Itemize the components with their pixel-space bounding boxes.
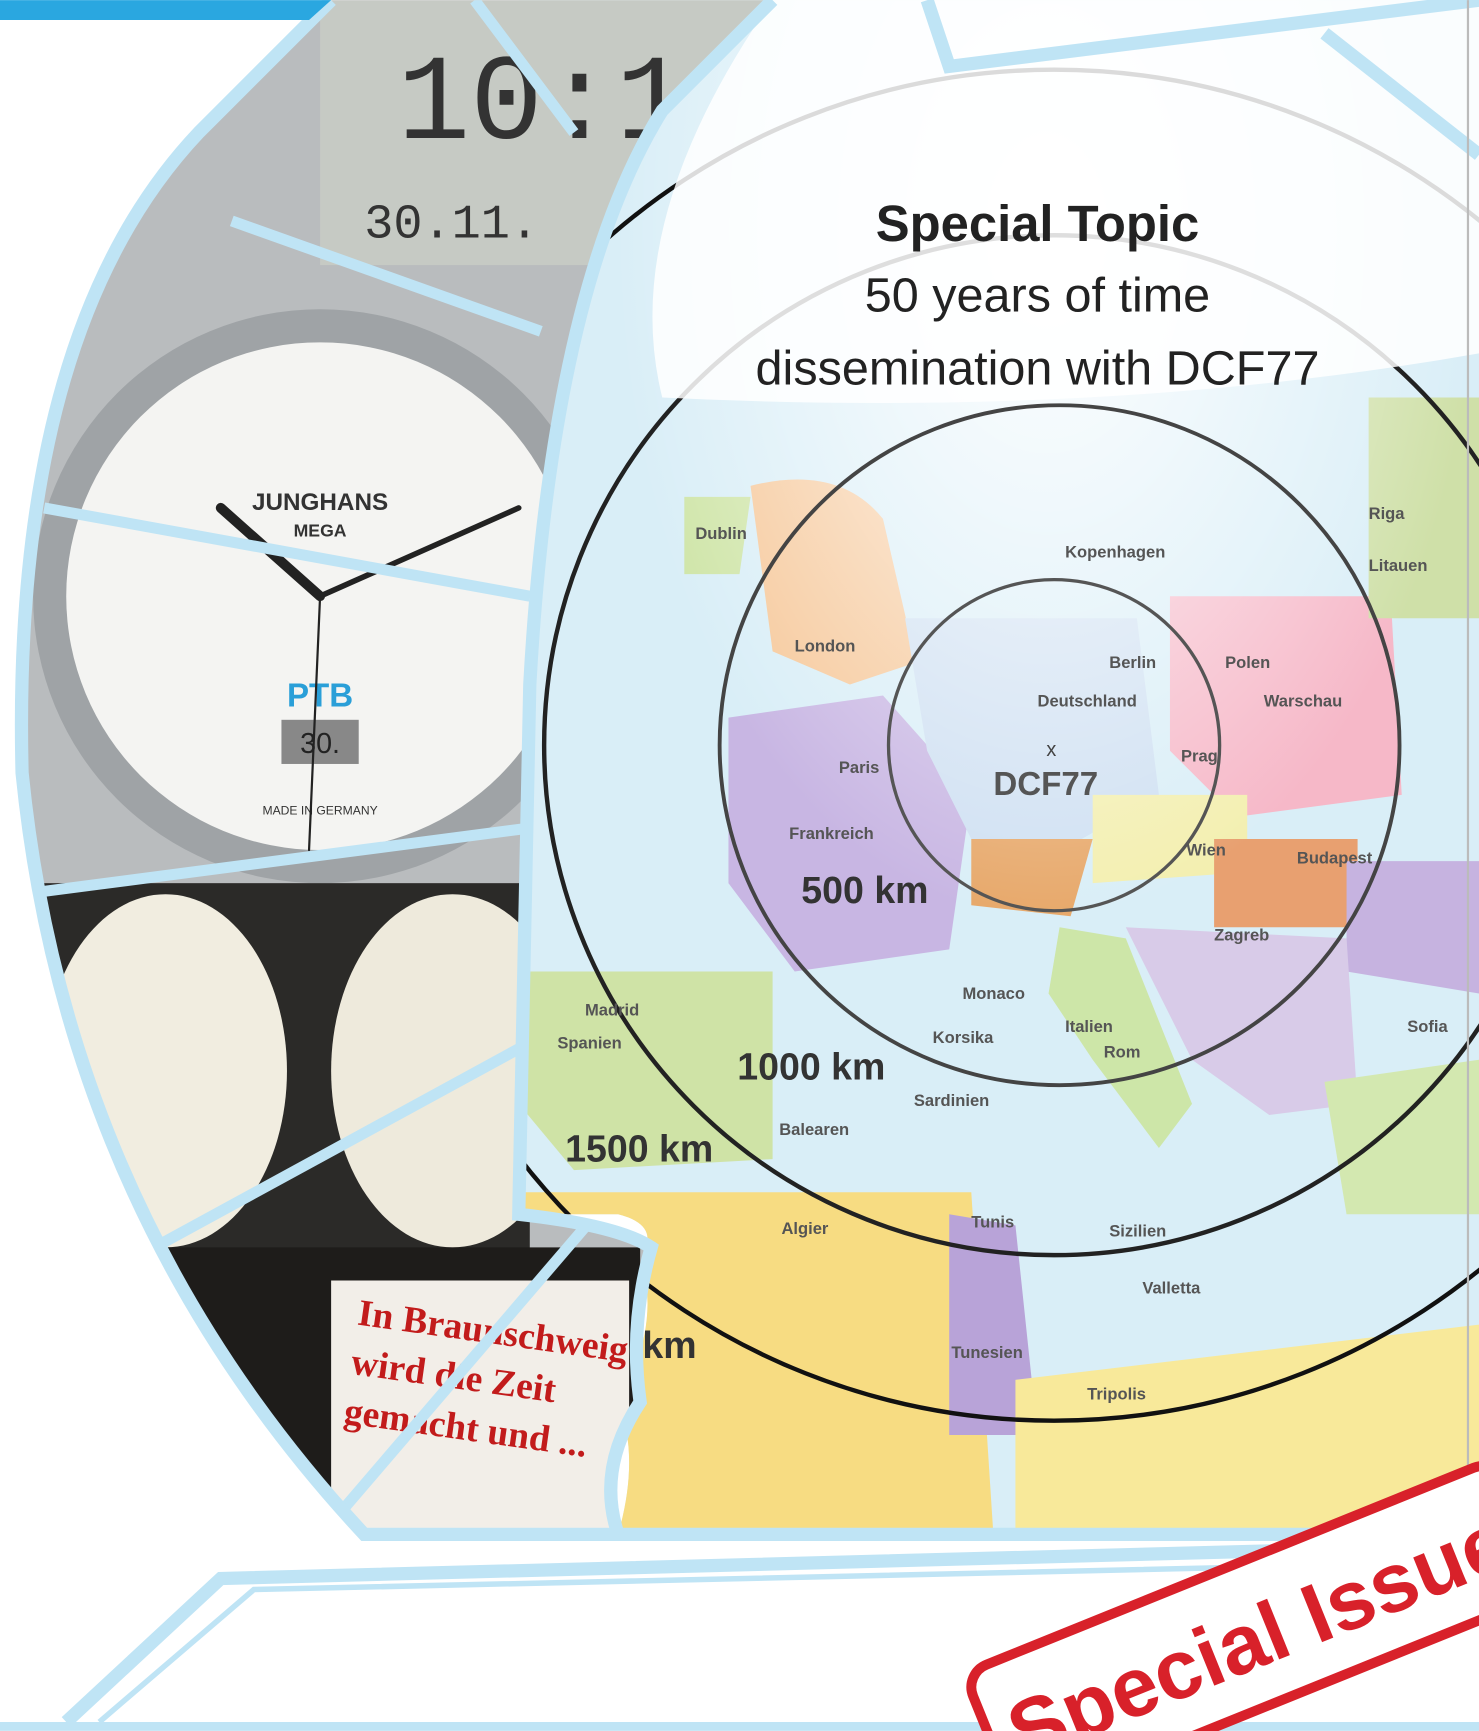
place-label: Litauen <box>1369 556 1428 575</box>
place-label: Madrid <box>585 1001 639 1020</box>
lcd-date: 30.11. <box>364 197 539 252</box>
transmitter-label: DCF77 <box>993 766 1098 803</box>
place-label: Balearen <box>779 1120 849 1139</box>
watch-window <box>281 719 359 764</box>
place-label: Deutschland <box>1038 692 1137 711</box>
place-label: Tripolis <box>1087 1385 1146 1404</box>
place-label: Riga <box>1369 504 1406 523</box>
place-label: Paris <box>839 758 879 777</box>
place-label: Polen <box>1225 653 1270 672</box>
place-label: Berlin <box>1109 653 1156 672</box>
subtitle-line: 50 years of time <box>865 268 1210 322</box>
place-label: Korsika <box>933 1028 994 1047</box>
place-label: Budapest <box>1297 848 1373 867</box>
place-label: Wien <box>1187 841 1226 860</box>
watch-day: 30. <box>300 728 340 760</box>
place-label: Rom <box>1104 1043 1141 1062</box>
ring-500 <box>886 577 1222 913</box>
bottom-band <box>0 1721 1479 1731</box>
place-label: Zagreb <box>1214 926 1269 945</box>
watch-brand: JUNGHANS <box>252 489 388 516</box>
place-label: Frankreich <box>789 824 874 843</box>
title-panel <box>652 0 1479 404</box>
clock-face <box>331 894 574 1248</box>
watch-logo: PTB <box>287 678 353 715</box>
place-label: London <box>795 636 856 655</box>
place-label: Sofia <box>1407 1017 1448 1036</box>
stamp-border <box>966 1461 1479 1731</box>
place-label: Monaco <box>962 984 1025 1003</box>
place-label: Algier <box>781 1219 828 1238</box>
place-label: Warschau <box>1264 692 1342 711</box>
watch-origin: MADE IN GERMANY <box>262 804 377 818</box>
place-label: Sizilien <box>1109 1221 1166 1240</box>
place-label: Tunis <box>971 1213 1014 1232</box>
ring-1000 <box>717 403 1402 1088</box>
ring-label: 1500 km <box>565 1127 713 1169</box>
watch-model: MEGA <box>294 521 347 541</box>
subtitle-line: dissemination with DCF77 <box>756 341 1320 395</box>
transmitter-mark: x <box>1046 739 1056 761</box>
top-band <box>0 0 332 21</box>
place-label: Sardinien <box>914 1091 989 1110</box>
place-labels: Deutschland Frankreich Italien Spanien Polen… <box>557 504 1448 1404</box>
frame <box>14 0 1479 1727</box>
heading: Special Topic <box>876 195 1199 252</box>
ring-label: km <box>642 1324 696 1366</box>
sign <box>331 1280 630 1535</box>
place-label: Spanien <box>557 1034 621 1053</box>
place-label: Kopenhagen <box>1065 543 1165 562</box>
place-label: Prag <box>1181 747 1218 766</box>
ring-label: 1000 km <box>737 1046 885 1088</box>
place-label: Tunesien <box>951 1343 1022 1362</box>
place-label: Italien <box>1065 1017 1113 1036</box>
place-label: Dublin <box>695 524 746 543</box>
ring-label: 500 km <box>801 869 928 911</box>
panel-dividers <box>21 0 601 1527</box>
photo-collage: 10:10:30 30.11. JUNGHANS MEGA PTB 30. MA… <box>0 0 773 1535</box>
place-label: Valletta <box>1142 1279 1201 1298</box>
